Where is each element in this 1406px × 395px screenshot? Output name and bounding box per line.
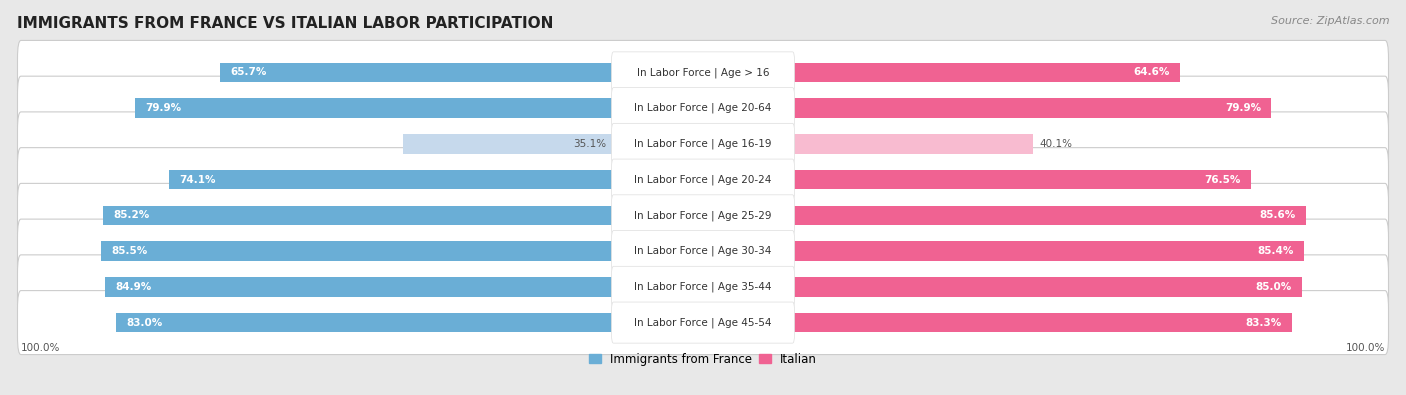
FancyBboxPatch shape	[17, 112, 1389, 176]
Text: 79.9%: 79.9%	[1225, 103, 1261, 113]
FancyBboxPatch shape	[17, 255, 1389, 319]
Text: 85.0%: 85.0%	[1256, 282, 1292, 292]
Text: 85.5%: 85.5%	[111, 246, 148, 256]
Bar	[793, 313, 1292, 333]
FancyBboxPatch shape	[17, 183, 1389, 247]
FancyBboxPatch shape	[17, 40, 1389, 104]
Text: In Labor Force | Age 35-44: In Labor Force | Age 35-44	[634, 282, 772, 292]
FancyBboxPatch shape	[612, 195, 794, 236]
Text: 35.1%: 35.1%	[574, 139, 606, 149]
Text: 84.9%: 84.9%	[115, 282, 152, 292]
Text: 74.1%: 74.1%	[180, 175, 217, 184]
Text: 76.5%: 76.5%	[1205, 175, 1240, 184]
Text: 83.3%: 83.3%	[1246, 318, 1281, 327]
FancyBboxPatch shape	[612, 123, 794, 164]
Text: 100.0%: 100.0%	[21, 342, 60, 353]
Text: 85.2%: 85.2%	[112, 211, 149, 220]
Text: 100.0%: 100.0%	[1346, 342, 1385, 353]
FancyBboxPatch shape	[612, 266, 794, 307]
Bar	[115, 313, 613, 333]
FancyBboxPatch shape	[612, 88, 794, 129]
Bar	[793, 205, 1306, 225]
Text: 40.1%: 40.1%	[1040, 139, 1073, 149]
Bar	[219, 62, 613, 82]
FancyBboxPatch shape	[17, 219, 1389, 283]
Bar	[104, 277, 613, 297]
Bar	[793, 241, 1305, 261]
Bar	[793, 134, 1033, 154]
Text: 65.7%: 65.7%	[231, 68, 266, 77]
Bar	[793, 98, 1271, 118]
FancyBboxPatch shape	[612, 231, 794, 272]
Text: In Labor Force | Age 16-19: In Labor Force | Age 16-19	[634, 139, 772, 149]
Text: In Labor Force | Age 25-29: In Labor Force | Age 25-29	[634, 210, 772, 221]
Text: In Labor Force | Age 20-64: In Labor Force | Age 20-64	[634, 103, 772, 113]
FancyBboxPatch shape	[612, 159, 794, 200]
Text: In Labor Force | Age 20-24: In Labor Force | Age 20-24	[634, 174, 772, 185]
Bar	[793, 62, 1180, 82]
Text: 79.9%: 79.9%	[145, 103, 181, 113]
FancyBboxPatch shape	[612, 52, 794, 93]
Text: 64.6%: 64.6%	[1133, 68, 1170, 77]
Text: In Labor Force | Age 45-54: In Labor Force | Age 45-54	[634, 317, 772, 328]
Bar	[793, 277, 1302, 297]
FancyBboxPatch shape	[17, 148, 1389, 212]
Text: 85.6%: 85.6%	[1258, 211, 1295, 220]
Bar	[135, 98, 613, 118]
Bar	[404, 134, 613, 154]
Bar	[101, 241, 613, 261]
Text: In Labor Force | Age 30-34: In Labor Force | Age 30-34	[634, 246, 772, 256]
FancyBboxPatch shape	[17, 76, 1389, 140]
Text: 83.0%: 83.0%	[127, 318, 163, 327]
Bar	[103, 205, 613, 225]
Text: IMMIGRANTS FROM FRANCE VS ITALIAN LABOR PARTICIPATION: IMMIGRANTS FROM FRANCE VS ITALIAN LABOR …	[17, 16, 553, 31]
Text: Source: ZipAtlas.com: Source: ZipAtlas.com	[1271, 16, 1389, 26]
Bar	[793, 170, 1251, 190]
Text: In Labor Force | Age > 16: In Labor Force | Age > 16	[637, 67, 769, 78]
Bar	[169, 170, 613, 190]
FancyBboxPatch shape	[612, 302, 794, 343]
Text: 85.4%: 85.4%	[1258, 246, 1294, 256]
FancyBboxPatch shape	[17, 291, 1389, 355]
Legend: Immigrants from France, Italian: Immigrants from France, Italian	[589, 353, 817, 366]
